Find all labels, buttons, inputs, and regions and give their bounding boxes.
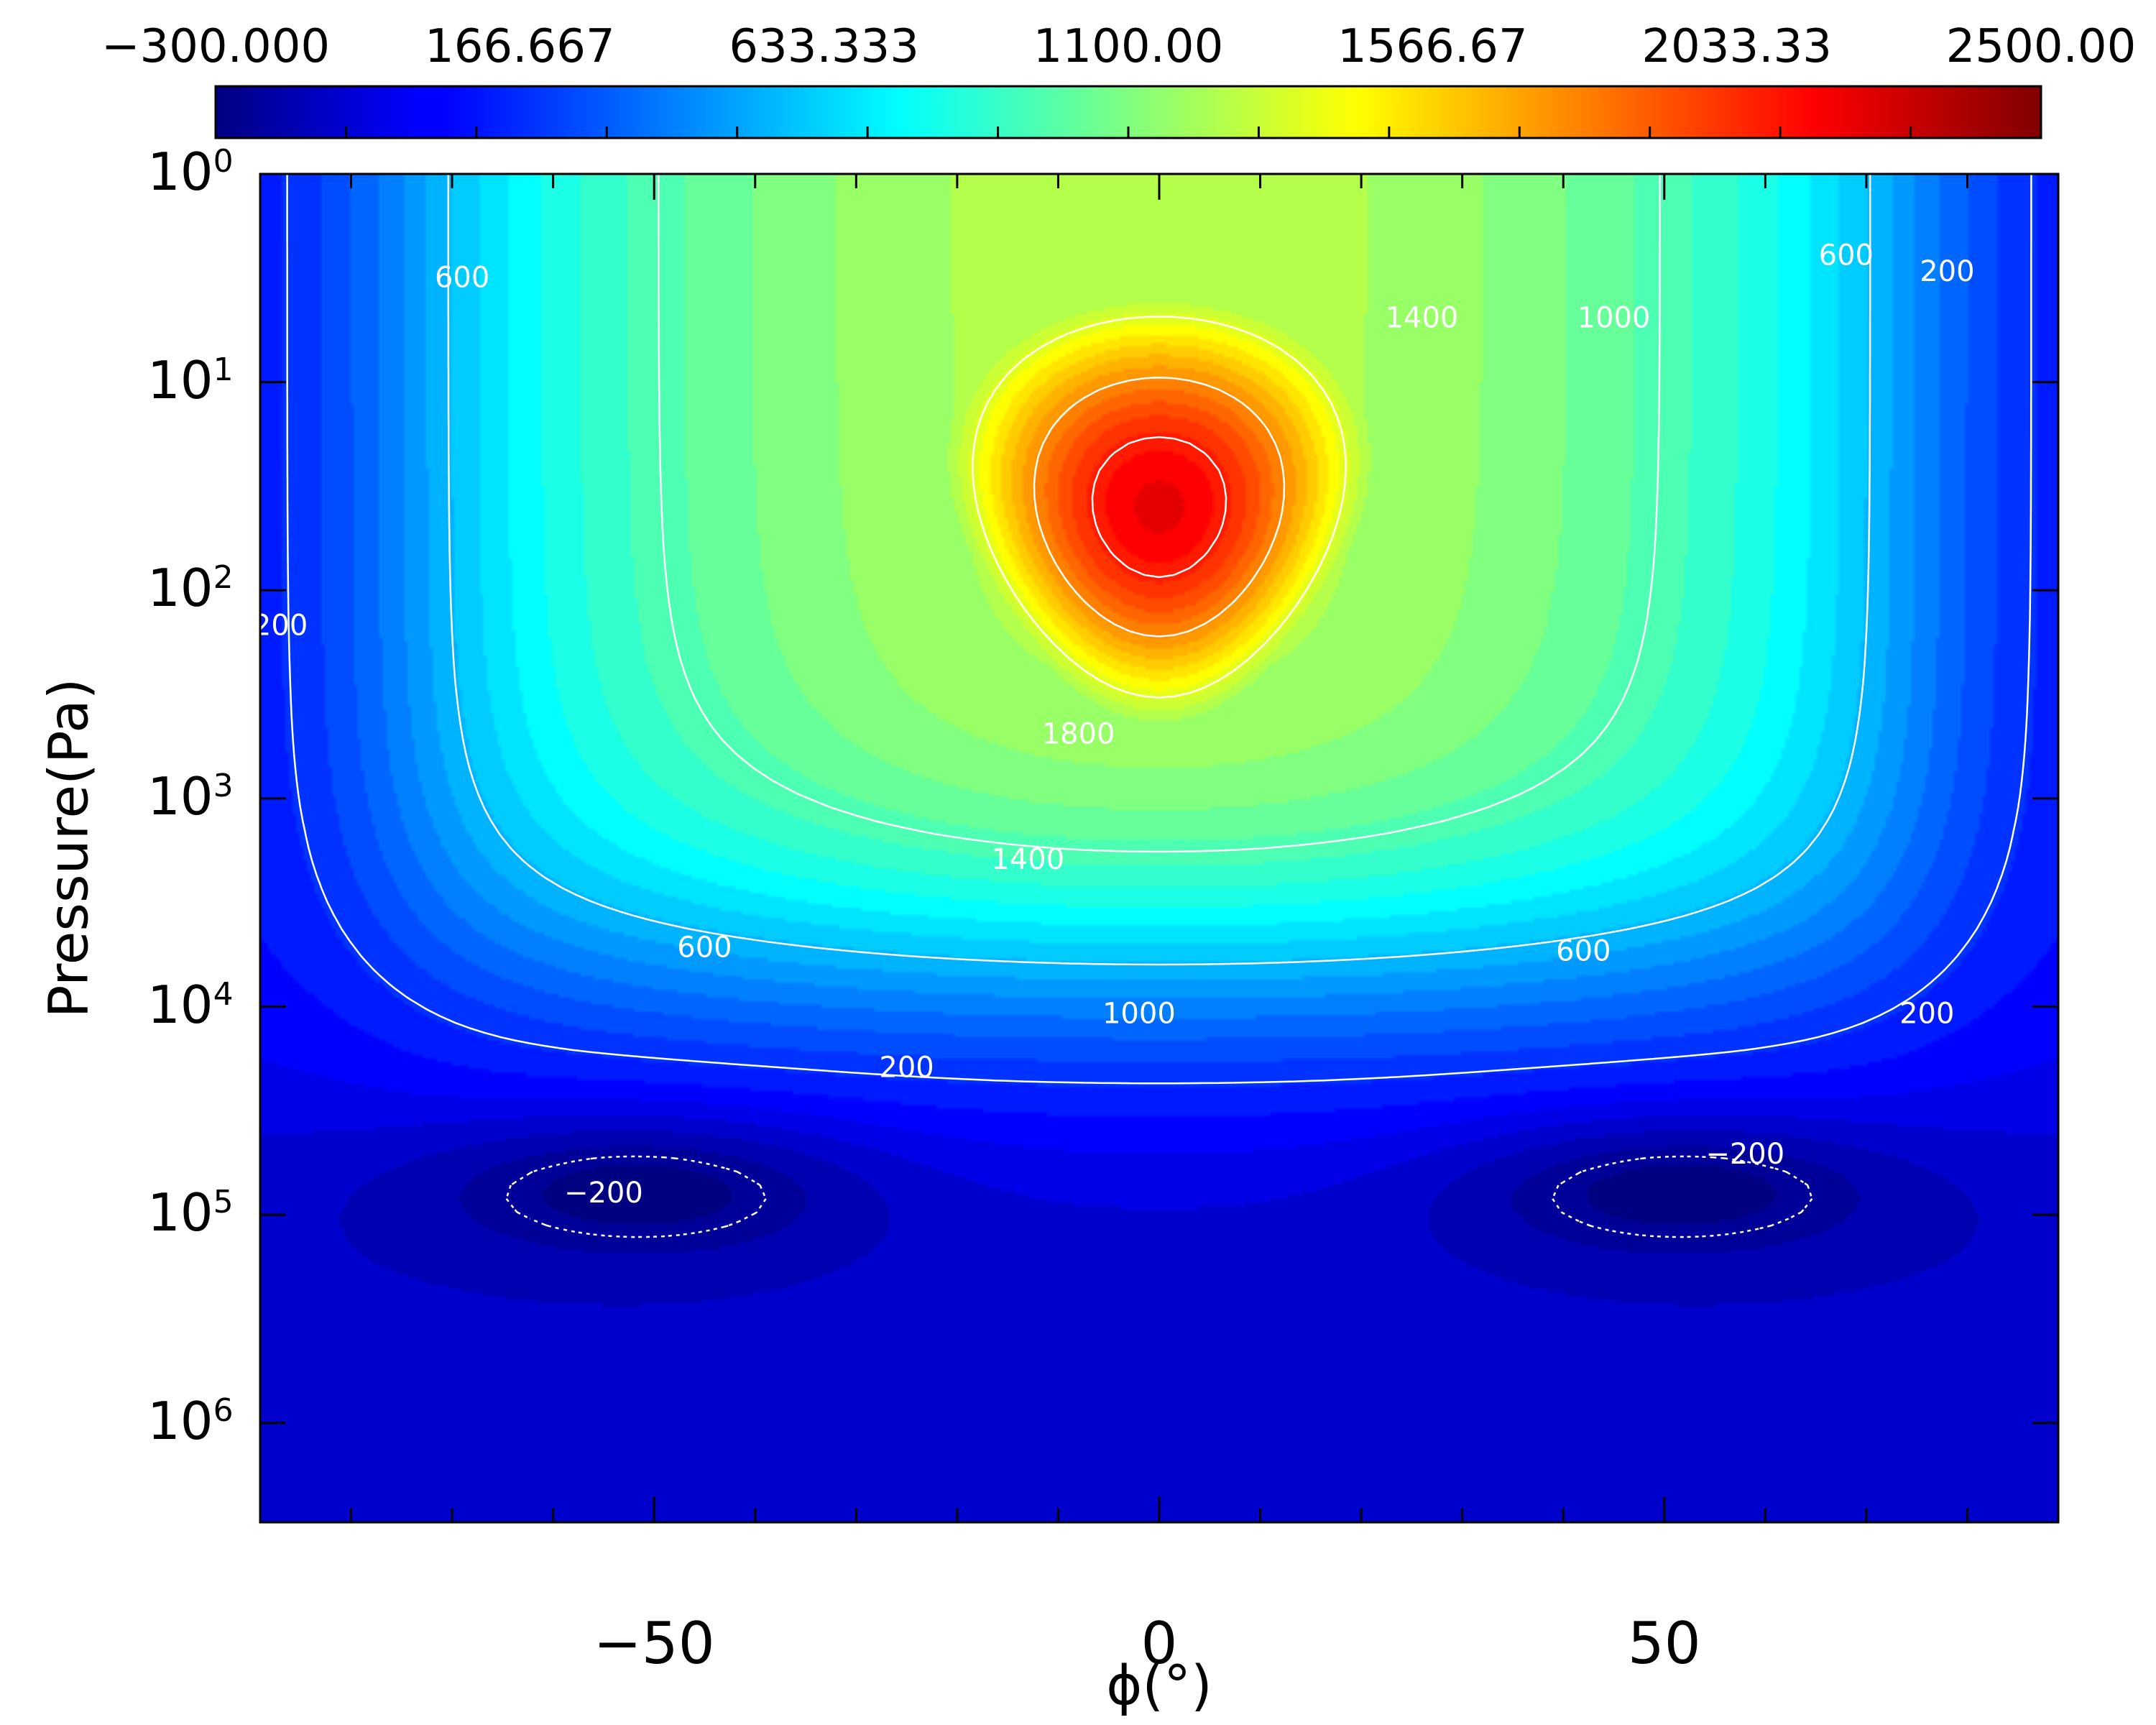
colorbar-tick-label: 1100.00: [1033, 20, 1224, 73]
contour-label-12: 200: [1899, 998, 1954, 1031]
y-tick-label: 100: [147, 142, 234, 202]
contour-200: [286, 174, 2032, 1085]
contour-label-2: 1400: [1386, 301, 1459, 334]
contour-label-7: 1400: [991, 843, 1064, 876]
colorbar-tick-label: −300.000: [101, 20, 331, 73]
colorbar-ticks: [214, 126, 2042, 138]
contour-label-8: 600: [677, 932, 732, 965]
y-tick-exponent: 4: [213, 975, 234, 1013]
temperature-field: [260, 174, 2058, 1522]
contour-lines: [286, 174, 2032, 1238]
y-tick-exponent: 1: [213, 351, 234, 388]
contour-label-6: 1800: [1042, 718, 1115, 751]
contour-1000: [657, 174, 1662, 853]
y-tick-base: 10: [147, 349, 213, 410]
contour-2100: [1091, 436, 1227, 579]
contour-label-9: 600: [1556, 934, 1611, 967]
y-tick-base: 10: [147, 1182, 213, 1243]
contour-labels: 600 200 1400 1000 600 200 1800 1400 600 600 1000 20…: [253, 239, 1975, 1210]
y-tick-exponent: 3: [213, 767, 234, 804]
contour-1800: [1033, 377, 1286, 638]
contour-label-10: 1000: [1102, 998, 1176, 1031]
y-tick-base: 10: [147, 974, 213, 1035]
y-tick-exponent: 5: [213, 1184, 234, 1221]
y-tick-base: 10: [147, 142, 213, 202]
contour-label-4: 600: [1819, 239, 1874, 272]
x-tick-label: 0: [1141, 1610, 1178, 1677]
colorbar-tick-label: 633.333: [729, 20, 919, 73]
y-axis-title: Pressure(Pa): [36, 678, 101, 1018]
y-tick-label: 103: [147, 766, 234, 827]
colorbar-tick-label: 2500.00: [1945, 20, 2137, 73]
y-tick-exponent: 6: [213, 1392, 234, 1429]
y-tick-exponent: 0: [213, 143, 234, 180]
axis-ticks: [260, 172, 2058, 1522]
colorbar-tick-label: 1566.67: [1337, 20, 1528, 73]
contour-label-1: 200: [253, 609, 308, 642]
x-tick-label: −50: [593, 1610, 715, 1677]
contour-label-14: −200: [1705, 1138, 1784, 1171]
y-tick-exponent: 2: [213, 559, 234, 597]
contour-1400: [972, 316, 1347, 699]
y-tick-label: 106: [147, 1391, 234, 1451]
y-tick-base: 10: [147, 765, 213, 827]
y-tick-label: 105: [147, 1182, 234, 1243]
colorbar-tick-label: 166.667: [425, 20, 615, 73]
x-axis-title: ϕ(°): [1106, 1653, 1212, 1717]
contour-neg200: [505, 1155, 1813, 1238]
y-tick-base: 10: [147, 1390, 213, 1451]
colorbar-tick-label: 2033.33: [1641, 20, 1832, 73]
contour-label-5: 200: [1920, 255, 1974, 288]
x-tick-label: 50: [1627, 1610, 1701, 1677]
contour-label-13: −200: [564, 1177, 643, 1210]
contour-600: [447, 174, 1871, 966]
contour-label-11: 200: [879, 1052, 934, 1085]
y-tick-label: 102: [147, 558, 234, 618]
y-tick-base: 10: [147, 558, 213, 619]
y-tick-label: 101: [147, 350, 234, 410]
contour-label-3: 1000: [1577, 301, 1651, 334]
y-tick-label: 104: [147, 975, 234, 1035]
contour-label-0: 600: [435, 261, 489, 294]
